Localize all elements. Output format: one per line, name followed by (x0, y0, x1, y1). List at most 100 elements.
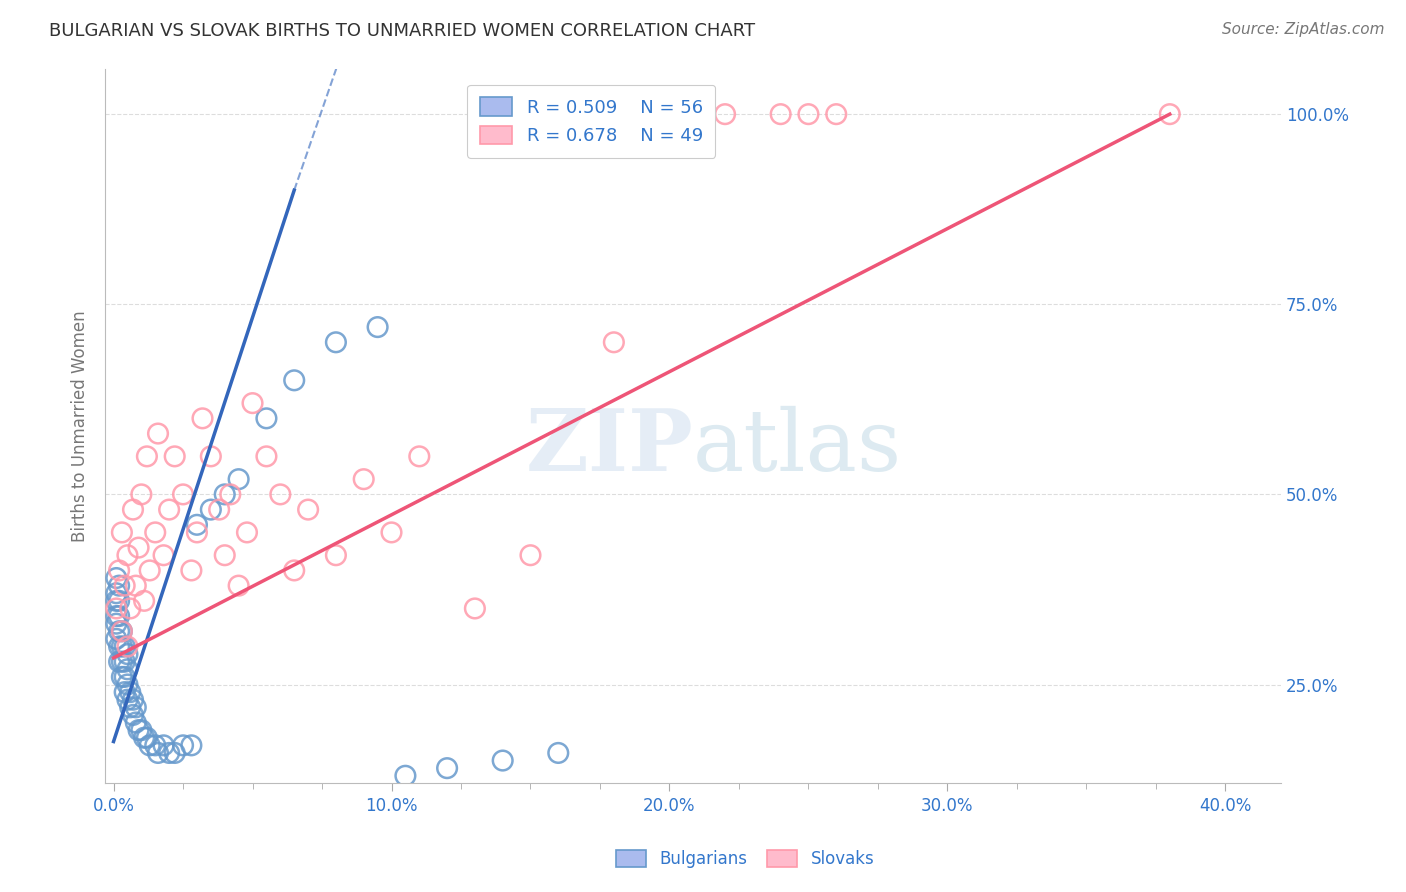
Point (269, 487, 291, 501)
Point (146, 426, 169, 441)
Point (163, 450, 186, 464)
Point (108, 563, 131, 577)
Point (200, 502, 222, 516)
Point (108, 594, 131, 608)
Point (208, 502, 231, 516)
Point (1159, 107, 1181, 121)
Point (111, 624, 134, 639)
Point (228, 579, 250, 593)
Point (114, 670, 136, 684)
Point (105, 601, 128, 615)
Point (236, 525, 259, 540)
Point (111, 670, 134, 684)
Point (825, 107, 848, 121)
Point (120, 601, 142, 615)
Point (108, 609, 131, 624)
Point (254, 450, 277, 464)
Point (157, 746, 180, 760)
Point (214, 487, 236, 501)
Point (105, 571, 128, 585)
Text: Source: ZipAtlas.com: Source: ZipAtlas.com (1222, 22, 1385, 37)
Text: ZIP: ZIP (526, 405, 693, 490)
Point (714, 107, 737, 121)
Point (105, 594, 128, 608)
Point (152, 548, 174, 562)
Point (138, 563, 160, 577)
Point (186, 525, 208, 540)
Point (603, 335, 626, 350)
Point (492, 754, 515, 768)
Point (143, 525, 166, 540)
Point (172, 487, 194, 501)
Point (122, 692, 145, 706)
Point (122, 502, 145, 516)
Point (135, 731, 157, 745)
Point (117, 662, 139, 676)
Point (180, 739, 202, 753)
Point (191, 411, 214, 425)
Point (325, 335, 347, 350)
Point (547, 746, 569, 760)
Point (120, 685, 142, 699)
Point (769, 107, 792, 121)
Point (380, 525, 402, 540)
Point (117, 548, 139, 562)
Text: atlas: atlas (693, 406, 903, 489)
Point (353, 472, 375, 486)
Y-axis label: Births to Unmarried Women: Births to Unmarried Women (72, 310, 89, 541)
Point (105, 586, 128, 600)
Point (108, 624, 131, 639)
Point (200, 450, 222, 464)
Point (117, 692, 139, 706)
Point (117, 677, 139, 691)
Point (117, 647, 139, 661)
Point (122, 707, 145, 722)
Point (125, 715, 148, 730)
Point (297, 502, 319, 516)
Point (135, 450, 157, 464)
Point (186, 517, 208, 532)
Point (157, 502, 180, 516)
Point (589, 107, 612, 121)
Point (283, 373, 305, 387)
Point (105, 632, 128, 646)
Point (128, 541, 150, 555)
Point (111, 640, 134, 654)
Point (131, 723, 153, 738)
Point (325, 548, 347, 562)
Point (134, 731, 156, 745)
Point (125, 700, 148, 714)
Point (146, 746, 169, 760)
Point (242, 396, 264, 410)
Point (131, 487, 153, 501)
Point (180, 563, 202, 577)
Point (283, 563, 305, 577)
Point (134, 594, 156, 608)
Point (464, 601, 486, 615)
Point (408, 450, 430, 464)
Point (172, 739, 194, 753)
Point (152, 739, 174, 753)
Legend: R = 0.509    N = 56, R = 0.678    N = 49: R = 0.509 N = 56, R = 0.678 N = 49 (467, 85, 716, 158)
Point (163, 746, 186, 760)
Point (644, 107, 666, 121)
Point (436, 761, 458, 775)
Point (114, 579, 136, 593)
Point (120, 700, 142, 714)
Point (128, 723, 150, 738)
Point (228, 472, 250, 486)
Point (108, 655, 131, 669)
Point (138, 739, 160, 753)
Point (143, 739, 166, 753)
Point (117, 640, 139, 654)
Point (219, 487, 242, 501)
Point (111, 624, 134, 639)
Point (797, 107, 820, 121)
Point (214, 548, 236, 562)
Point (367, 320, 389, 334)
Point (519, 548, 541, 562)
Point (125, 579, 148, 593)
Point (114, 640, 136, 654)
Point (105, 616, 128, 631)
Point (108, 640, 131, 654)
